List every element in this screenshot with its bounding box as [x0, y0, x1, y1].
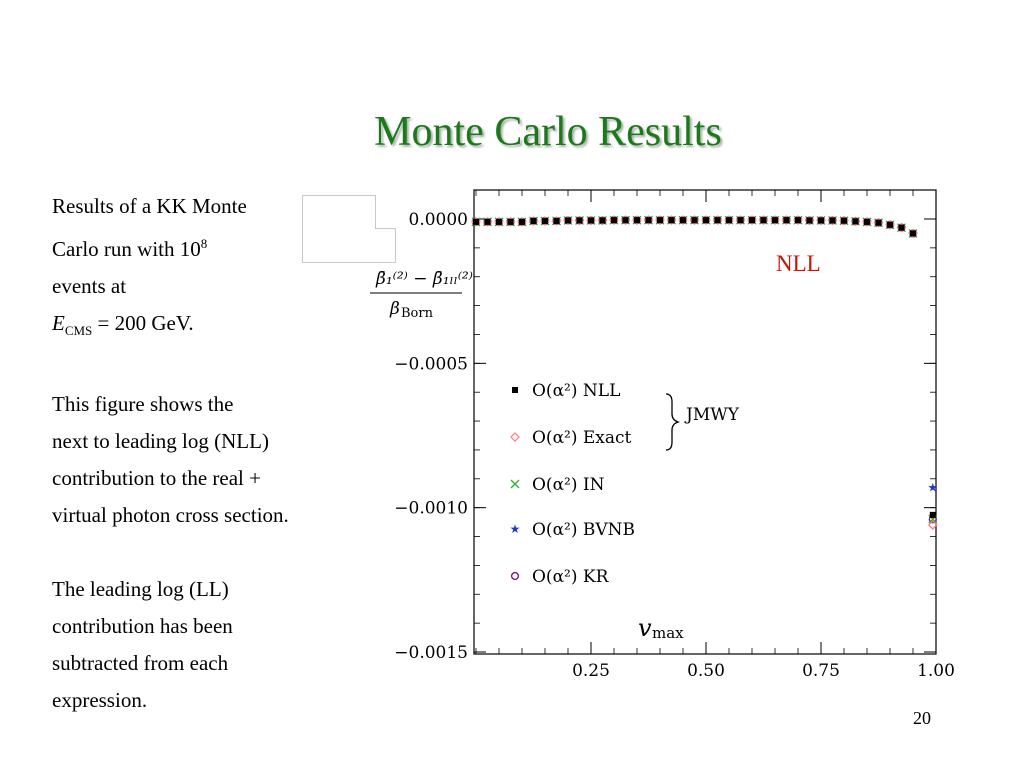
legend-marker: [510, 432, 520, 442]
x-tick-label: 1.00: [917, 661, 955, 681]
data-point: [806, 217, 813, 224]
data-point: [875, 219, 882, 226]
text-fragment: Carlo run with 10: [52, 237, 201, 261]
data-point: [473, 218, 479, 225]
y-tick-label: 0.0000: [409, 210, 468, 230]
text-line: This figure shows the: [52, 392, 234, 417]
data-point: [783, 217, 790, 224]
x-tick-label: 0.50: [687, 661, 725, 681]
scatter-chart: 0.0000 −0.0005 −0.0010 −0.0015 0.25 0.50 0.75 1…: [370, 189, 955, 681]
text-line: subtracted from each: [52, 651, 229, 676]
text-fragment: = 200 GeV.: [92, 311, 194, 335]
y-tick-label: −0.0010: [394, 499, 468, 519]
data-point: [542, 218, 548, 225]
legend-group-label: JMWY: [684, 405, 740, 425]
data-point: [622, 217, 629, 224]
text-line: ECMS = 200 GeV.: [52, 305, 352, 349]
body-text: Results of a KK Monte Carlo run with 108…: [52, 188, 352, 719]
data-point: [634, 217, 640, 224]
text-line: Results of a KK Monte: [52, 194, 247, 218]
data-point: [645, 217, 652, 224]
legend-marker: [510, 571, 520, 581]
slide-number: 20: [913, 708, 931, 728]
legend-brace: [665, 393, 681, 451]
text-line: The leading log (LL): [52, 577, 229, 602]
subscript: CMS: [64, 323, 93, 339]
text-line: virtual photon cross section.: [52, 503, 289, 528]
legend-label: O(α²) BVNB: [532, 520, 635, 540]
data-point: [818, 217, 824, 224]
y-axis-label-numerator: β̄₁⁽²⁾ − β̄₁ₗₗ⁽²⁾: [375, 269, 473, 289]
data-point: [737, 217, 744, 224]
data-point: [910, 230, 916, 237]
text-line: Carlo run with 108: [52, 225, 352, 268]
data-point: [565, 217, 571, 224]
x-axis-label-subscript: max: [652, 624, 684, 642]
data-point: [588, 217, 594, 224]
data-point: ★: [927, 480, 938, 494]
data-point: [927, 520, 938, 530]
data-point: [864, 218, 870, 225]
data-point: [611, 217, 617, 224]
y-axis-label-denominator: β: [389, 299, 400, 319]
data-point: [553, 218, 560, 225]
data-point: [484, 218, 491, 225]
image-placeholder-box: [302, 195, 396, 263]
data-point: [852, 218, 859, 225]
text-line: expression.: [52, 688, 148, 713]
text-line: next to leading log (NLL): [52, 429, 269, 454]
data-point: [530, 218, 537, 225]
data-point: [496, 218, 502, 225]
legend-marker: [512, 387, 518, 393]
slide-title: Monte Carlo Results: [374, 109, 722, 155]
data-point: [657, 217, 663, 224]
data-point: [714, 217, 721, 224]
nll-label: NLL: [776, 251, 821, 276]
data-point: [829, 217, 836, 224]
data-point: [703, 217, 709, 224]
text-line: contribution has been: [52, 614, 233, 639]
data-point: [507, 218, 514, 225]
data-point: [691, 217, 698, 224]
data-point: [887, 221, 893, 228]
data-point: [898, 224, 905, 231]
legend-label: O(α²) Exact: [532, 428, 632, 448]
data-point: [795, 217, 801, 224]
data-point: [680, 217, 686, 224]
data-point: [599, 217, 606, 224]
x-axis-label: v: [638, 614, 652, 642]
data-point: [576, 217, 583, 224]
legend-label: O(α²) IN: [532, 475, 605, 495]
data-point: [519, 218, 525, 225]
legend-label: O(α²) KR: [532, 567, 610, 587]
y-tick-label: −0.0005: [394, 354, 468, 374]
legend-marker: ★: [510, 522, 521, 536]
legend-label: O(α²) NLL: [532, 381, 620, 401]
legend-marker: [510, 479, 520, 489]
text-line: events at: [52, 274, 127, 298]
data-point: [841, 217, 847, 224]
y-axis-label-denominator-subscript: Born: [401, 306, 434, 321]
x-tick-label: 0.25: [572, 661, 610, 681]
x-tick-label: 0.75: [802, 661, 840, 681]
data-point: [760, 217, 767, 224]
superscript: 8: [200, 236, 208, 251]
y-tick-label: −0.0015: [394, 643, 468, 663]
data-point: [749, 217, 755, 224]
text-line: contribution to the real +: [52, 466, 261, 491]
text-fragment: E: [52, 311, 65, 335]
plot-frame: [473, 189, 937, 655]
data-point: [726, 217, 732, 224]
data-point: [772, 217, 778, 224]
data-point: [929, 511, 936, 518]
data-point: [668, 217, 675, 224]
